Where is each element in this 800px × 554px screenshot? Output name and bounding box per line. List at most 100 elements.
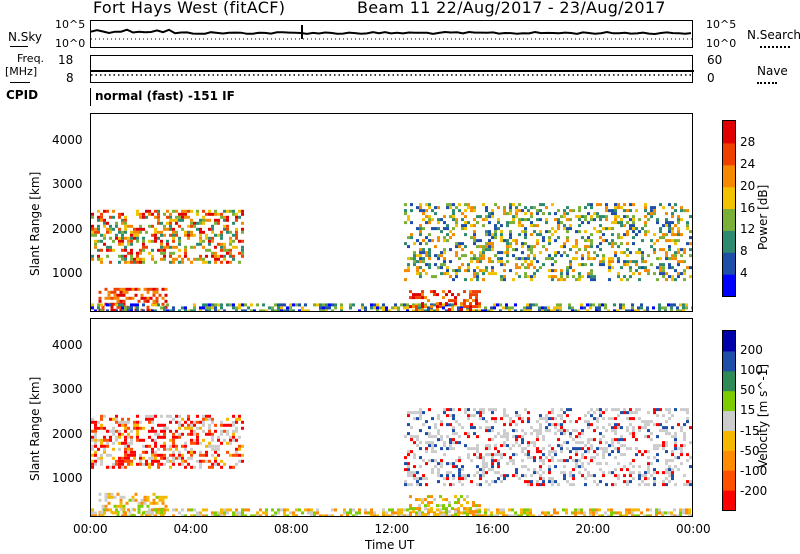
echo-cell: [593, 218, 596, 222]
echo-cell: [97, 303, 100, 307]
echo-cell: [130, 438, 133, 442]
echo-cell: [610, 514, 613, 516]
echo-cell: [110, 495, 114, 499]
echo-cell: [419, 414, 422, 418]
echo-cell: [497, 453, 500, 457]
echo-cell: [157, 465, 160, 469]
echo-cell: [665, 257, 668, 261]
echo-cell: [524, 242, 527, 246]
echo-cell: [190, 218, 193, 222]
echo-cell: [611, 260, 614, 264]
echo-cell: [425, 432, 428, 436]
echo-cell: [526, 508, 529, 512]
echo-cell: [184, 251, 187, 255]
echo-cell: [214, 511, 217, 515]
echo-cell: [175, 218, 178, 222]
echo-cell: [656, 459, 659, 463]
echo-cell: [434, 254, 437, 258]
echo-cell: [665, 278, 668, 282]
echo-cell: [130, 251, 133, 255]
echo-cell: [127, 432, 130, 436]
echo-cell: [103, 511, 106, 515]
echo-cell: [419, 242, 422, 246]
echo-cell: [160, 444, 163, 448]
echo-cell: [283, 514, 286, 516]
echo-cell: [382, 514, 385, 516]
echo-cell: [404, 480, 407, 484]
echo-cell: [632, 477, 635, 481]
echo-cell: [644, 233, 647, 237]
echo-cell: [656, 408, 659, 412]
echo-cell: [415, 498, 418, 502]
echo-cell: [142, 239, 145, 243]
echo-cell: [455, 224, 458, 228]
echo-cell: [235, 215, 238, 219]
echo-cell: [130, 450, 133, 454]
echo-cell: [440, 230, 443, 234]
echo-cell: [443, 260, 446, 264]
echo-cell: [100, 453, 103, 457]
echo-cell: [428, 441, 431, 445]
colorbar-segment: [723, 208, 735, 231]
echo-cell: [539, 483, 542, 487]
echo-cell: [622, 303, 625, 307]
echo-cell: [596, 203, 599, 207]
echo-cell: [596, 215, 599, 219]
echo-cell: [97, 438, 100, 442]
echo-cell: [440, 465, 443, 469]
echo-cell: [623, 474, 626, 478]
echo-cell: [458, 441, 461, 445]
echo-cell: [139, 248, 142, 252]
echo-cell: [646, 514, 649, 516]
echo-cell: [421, 293, 424, 297]
echo-cell: [593, 212, 596, 216]
echo-cell: [478, 504, 481, 508]
echo-cell: [124, 306, 127, 310]
echo-cell: [109, 224, 112, 228]
echo-cell: [671, 453, 674, 457]
echo-cell: [536, 480, 539, 484]
echo-cell: [226, 227, 229, 231]
echo-cell: [431, 447, 434, 451]
echo-cell: [364, 508, 367, 512]
echo-cell: [470, 209, 473, 213]
echo-cell: [503, 206, 506, 210]
echo-cell: [416, 477, 419, 481]
echo-cell: [637, 514, 640, 516]
echo-cell: [340, 303, 343, 307]
echo-cell: [226, 215, 229, 219]
echo-cell: [118, 435, 121, 439]
echo-cell: [211, 432, 214, 436]
echo-cell: [656, 447, 659, 451]
echo-cell: [464, 408, 467, 412]
echo-cell: [545, 218, 548, 222]
echo-cell: [146, 504, 150, 508]
echo-cell: [139, 251, 142, 255]
echo-cell: [458, 209, 461, 213]
echo-cell: [635, 260, 638, 264]
echo-cell: [172, 432, 175, 436]
echo-cell: [515, 266, 518, 270]
echo-cell: [104, 287, 108, 291]
echo-cell: [196, 459, 199, 463]
echo-cell: [443, 263, 446, 267]
echo-cell: [139, 224, 142, 228]
echo-cell: [488, 483, 491, 487]
echo-cell: [214, 245, 217, 249]
echo-cell: [494, 236, 497, 240]
echo-cell: [437, 257, 440, 261]
echo-cell: [668, 248, 671, 252]
echo-cell: [124, 260, 127, 264]
echo-cell: [190, 245, 193, 249]
echo-cell: [202, 257, 205, 261]
echo-cell: [556, 511, 559, 515]
echo-cell: [151, 303, 154, 307]
echo-cell: [632, 459, 635, 463]
echo-cell: [122, 293, 126, 297]
echo-cell: [430, 309, 433, 311]
echo-cell: [226, 251, 229, 255]
echo-cell: [563, 459, 566, 463]
echo-cell: [127, 242, 130, 246]
echo-cell: [169, 245, 172, 249]
echo-cell: [512, 221, 515, 225]
